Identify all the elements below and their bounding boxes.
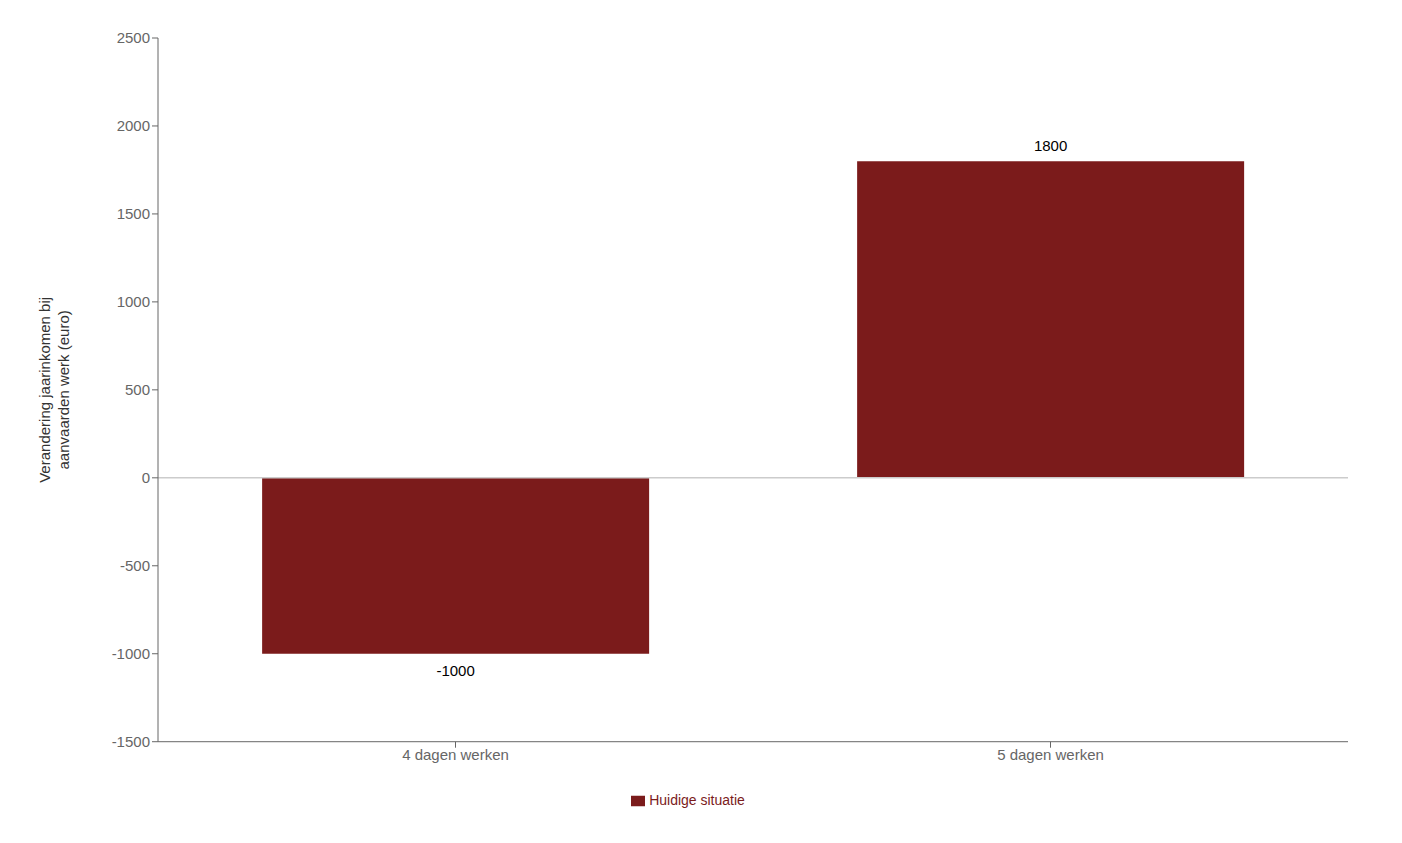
svg-text:2000: 2000 (117, 117, 150, 134)
svg-text:4 dagen werken: 4 dagen werken (402, 746, 509, 763)
svg-text:1800: 1800 (1034, 137, 1067, 154)
svg-text:Verandering jaarinkomen bijaan: Verandering jaarinkomen bijaanvaarden we… (37, 297, 73, 483)
svg-text:-500: -500 (120, 557, 150, 574)
svg-text:5 dagen werken: 5 dagen werken (997, 746, 1104, 763)
svg-text:-1000: -1000 (436, 662, 474, 679)
svg-text:0: 0 (142, 469, 150, 486)
svg-text:2500: 2500 (117, 29, 150, 46)
svg-text:500: 500 (125, 381, 150, 398)
svg-text:1000: 1000 (117, 293, 150, 310)
svg-text:1500: 1500 (117, 205, 150, 222)
svg-text:-1500: -1500 (112, 733, 150, 750)
html-text:Huidige situatie: Huidige situatie (649, 791, 745, 808)
svg-text:-1000: -1000 (112, 645, 150, 662)
